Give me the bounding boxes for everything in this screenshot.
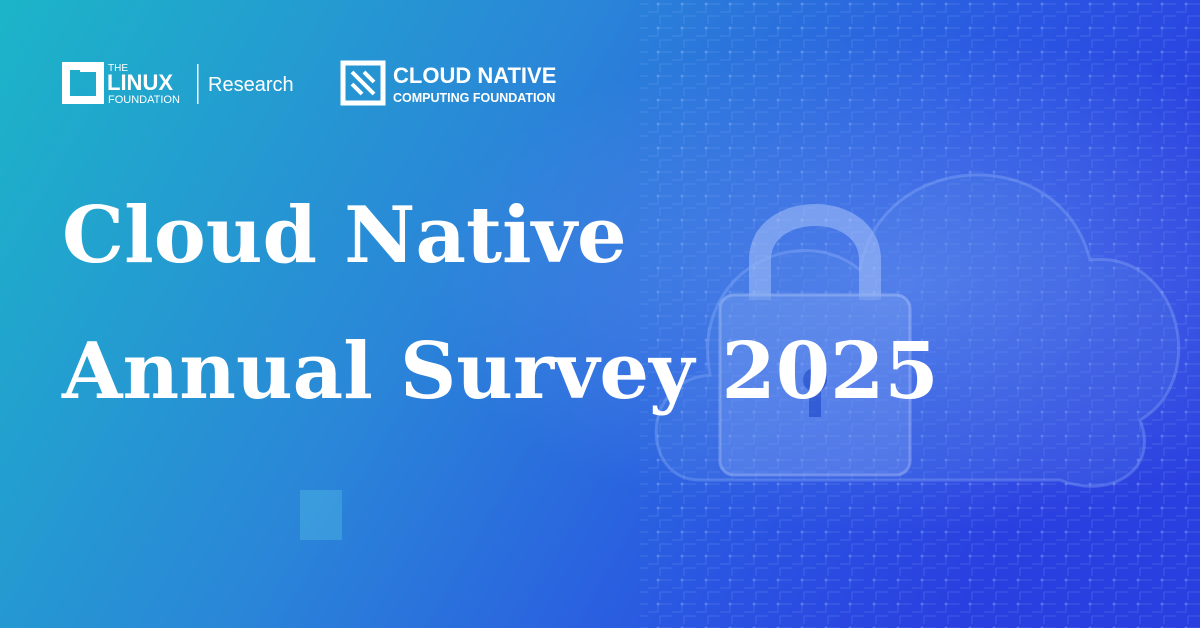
bottom-cube	[300, 490, 342, 540]
lf-research: Research	[208, 74, 294, 96]
lf-the: THE	[108, 63, 128, 74]
cncf-line1: CLOUD NATIVE	[393, 63, 556, 88]
cncf-logo: CLOUD NATIVE COMPUTING FOUNDATION	[340, 60, 556, 106]
lf-linux: LINUX	[107, 70, 173, 95]
cncf-line2: COMPUTING FOUNDATION	[393, 91, 555, 105]
lf-foundation: FOUNDATION	[108, 94, 180, 106]
headline-line: Cloud Native	[62, 190, 627, 281]
lf-icon-bar	[80, 62, 104, 72]
cncf-icon-lines	[350, 70, 376, 96]
headline-line: Annual Survey 2025	[61, 326, 939, 417]
cloud-lock-illustration	[654, 173, 1181, 488]
linux-foundation-logo: THE LINUX FOUNDATION Research	[62, 62, 294, 106]
lf-divider	[197, 64, 199, 104]
cncf-icon	[340, 60, 386, 106]
